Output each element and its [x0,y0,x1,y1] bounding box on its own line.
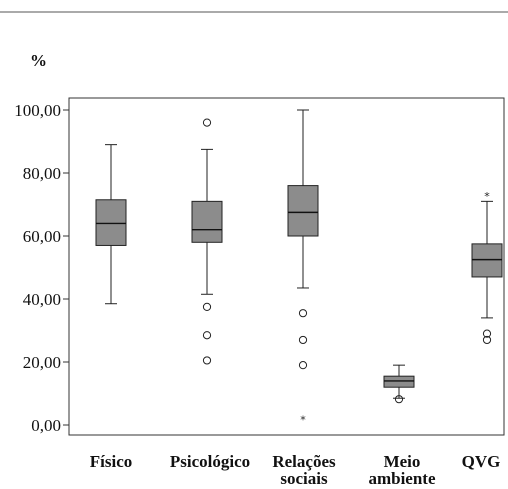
outlier-point [202,356,212,365]
x-category-label: Relações [272,452,336,471]
y-tick-label: 80,00 [23,164,61,183]
iqr-box [191,200,223,243]
x-category-label: Meio [384,452,421,471]
y-axis: 0,00 20,00 40,00 60,00 80,00 100,00 [14,101,69,435]
outlier-point [298,309,308,318]
box-0 [95,144,127,305]
box-1 [191,118,223,365]
iqr-box [95,199,127,246]
plot-frame [68,97,505,436]
boxes-group: ** [95,109,503,427]
box-2: * [287,109,319,427]
outlier-point [202,331,212,340]
y-tick-label: 40,00 [23,290,61,309]
extreme-point: * [300,414,306,427]
iqr-box [383,375,415,388]
x-category-label: sociais [280,469,328,488]
y-tick-label: 60,00 [23,227,61,246]
x-category-label: Psicológico [170,452,250,471]
y-tick-label: 20,00 [23,353,61,372]
x-category-label: QVG [462,452,501,471]
y-tick-label: 0,00 [31,416,61,435]
outlier-point [394,395,404,404]
y-tick-label: 100,00 [14,101,61,120]
outlier-point [482,335,492,345]
box-3 [383,364,415,404]
x-category-label: ambiente [368,469,436,488]
box-4: * [471,190,503,345]
outlier-point [482,329,492,338]
outlier-point [202,302,212,311]
outlier-point [202,118,212,127]
outlier-point [298,335,308,345]
extreme-point: * [484,190,490,203]
iqr-box [287,185,319,237]
iqr-box [471,243,503,278]
x-category-label: Físico [90,452,133,471]
outlier-point [298,361,308,370]
y-axis-unit-label: % [30,51,47,70]
